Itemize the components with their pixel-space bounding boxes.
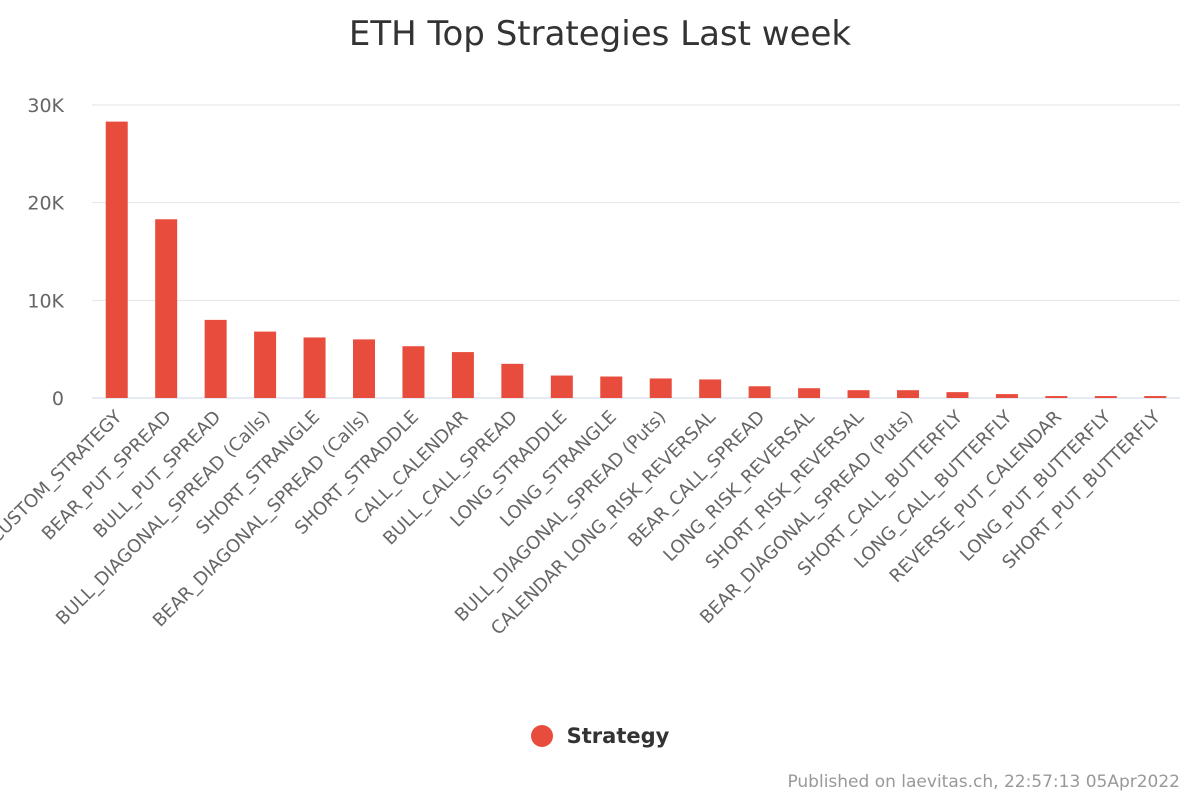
bar[interactable] (600, 376, 623, 398)
bar[interactable] (254, 331, 277, 398)
bars (105, 121, 1167, 398)
legend-label: Strategy (566, 724, 670, 748)
bar[interactable] (1045, 396, 1068, 398)
bar[interactable] (451, 352, 474, 398)
y-tick-label: 20K (27, 193, 64, 215)
bar[interactable] (204, 319, 227, 398)
bar[interactable] (847, 390, 870, 398)
bar[interactable] (649, 378, 672, 398)
x-axis-ticks: CUSTOM_STRATEGYBEAR_PUT_SPREADBULL_PUT_S… (0, 406, 1166, 639)
bar[interactable] (748, 386, 771, 398)
bar[interactable] (1094, 396, 1117, 398)
y-tick-label: 0 (52, 388, 64, 410)
y-tick-label: 30K (27, 95, 64, 117)
bar[interactable] (550, 375, 573, 398)
y-tick-label: 10K (27, 290, 64, 312)
bar[interactable] (1144, 396, 1167, 398)
bar[interactable] (699, 379, 722, 398)
legend[interactable]: Strategy (0, 724, 1200, 748)
bar[interactable] (105, 121, 128, 398)
bar[interactable] (946, 392, 969, 398)
bar[interactable] (402, 346, 425, 398)
credit-text: Published on laevitas.ch, 22:57:13 05Apr… (787, 772, 1180, 792)
bar[interactable] (995, 394, 1018, 398)
bar[interactable] (798, 388, 821, 398)
bar[interactable] (353, 339, 375, 398)
legend-marker-icon (530, 725, 553, 747)
chart-title: ETH Top Strategies Last week (348, 14, 852, 54)
bar[interactable] (155, 219, 178, 398)
y-axis-ticks: 0 10K 20K 30K (27, 95, 64, 410)
bar[interactable] (303, 337, 326, 398)
bar[interactable] (897, 390, 919, 398)
bar[interactable] (501, 363, 524, 398)
